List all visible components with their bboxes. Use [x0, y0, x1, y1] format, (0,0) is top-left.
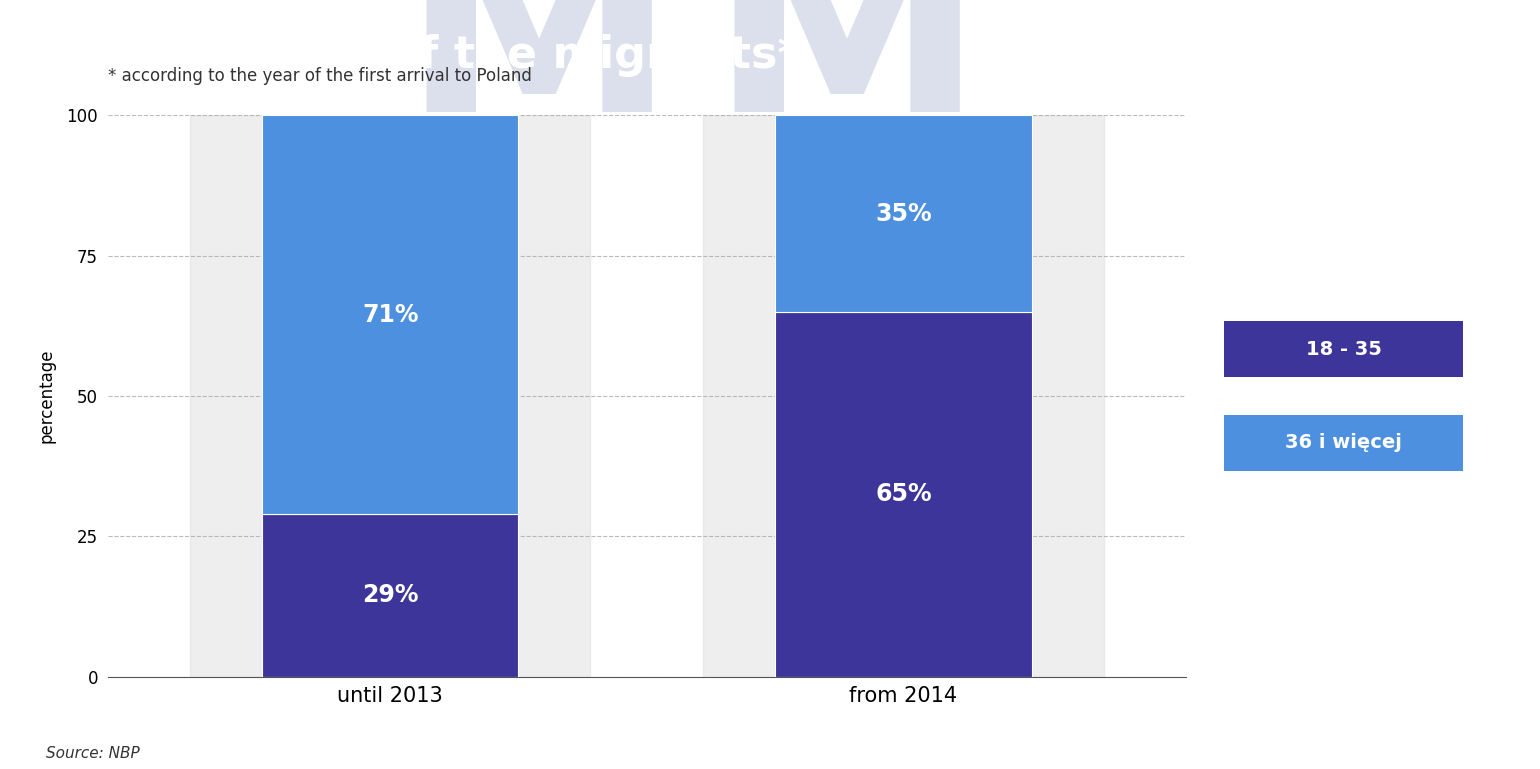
Text: Source: NBP: Source: NBP [46, 746, 140, 761]
Bar [262, 514, 519, 677]
Text: Age structure of the migrants*: Age structure of the migrants* [28, 35, 801, 77]
Text: M: M [400, 0, 678, 191]
Text: 29%: 29% [362, 584, 419, 608]
Text: 36 i więcej: 36 i więcej [1286, 434, 1401, 452]
Text: 71%: 71% [362, 303, 419, 327]
Text: M: M [708, 0, 986, 191]
Bar [775, 311, 1032, 677]
Bar [775, 115, 1032, 311]
Text: 35%: 35% [875, 201, 932, 225]
Bar [189, 115, 590, 677]
Text: * according to the year of the first arrival to Poland: * according to the year of the first arr… [108, 67, 531, 85]
Text: 65%: 65% [875, 482, 932, 506]
Bar [704, 115, 1104, 677]
Text: 18 - 35: 18 - 35 [1306, 340, 1381, 358]
Y-axis label: percentage: percentage [37, 349, 55, 443]
Bar [262, 115, 519, 514]
